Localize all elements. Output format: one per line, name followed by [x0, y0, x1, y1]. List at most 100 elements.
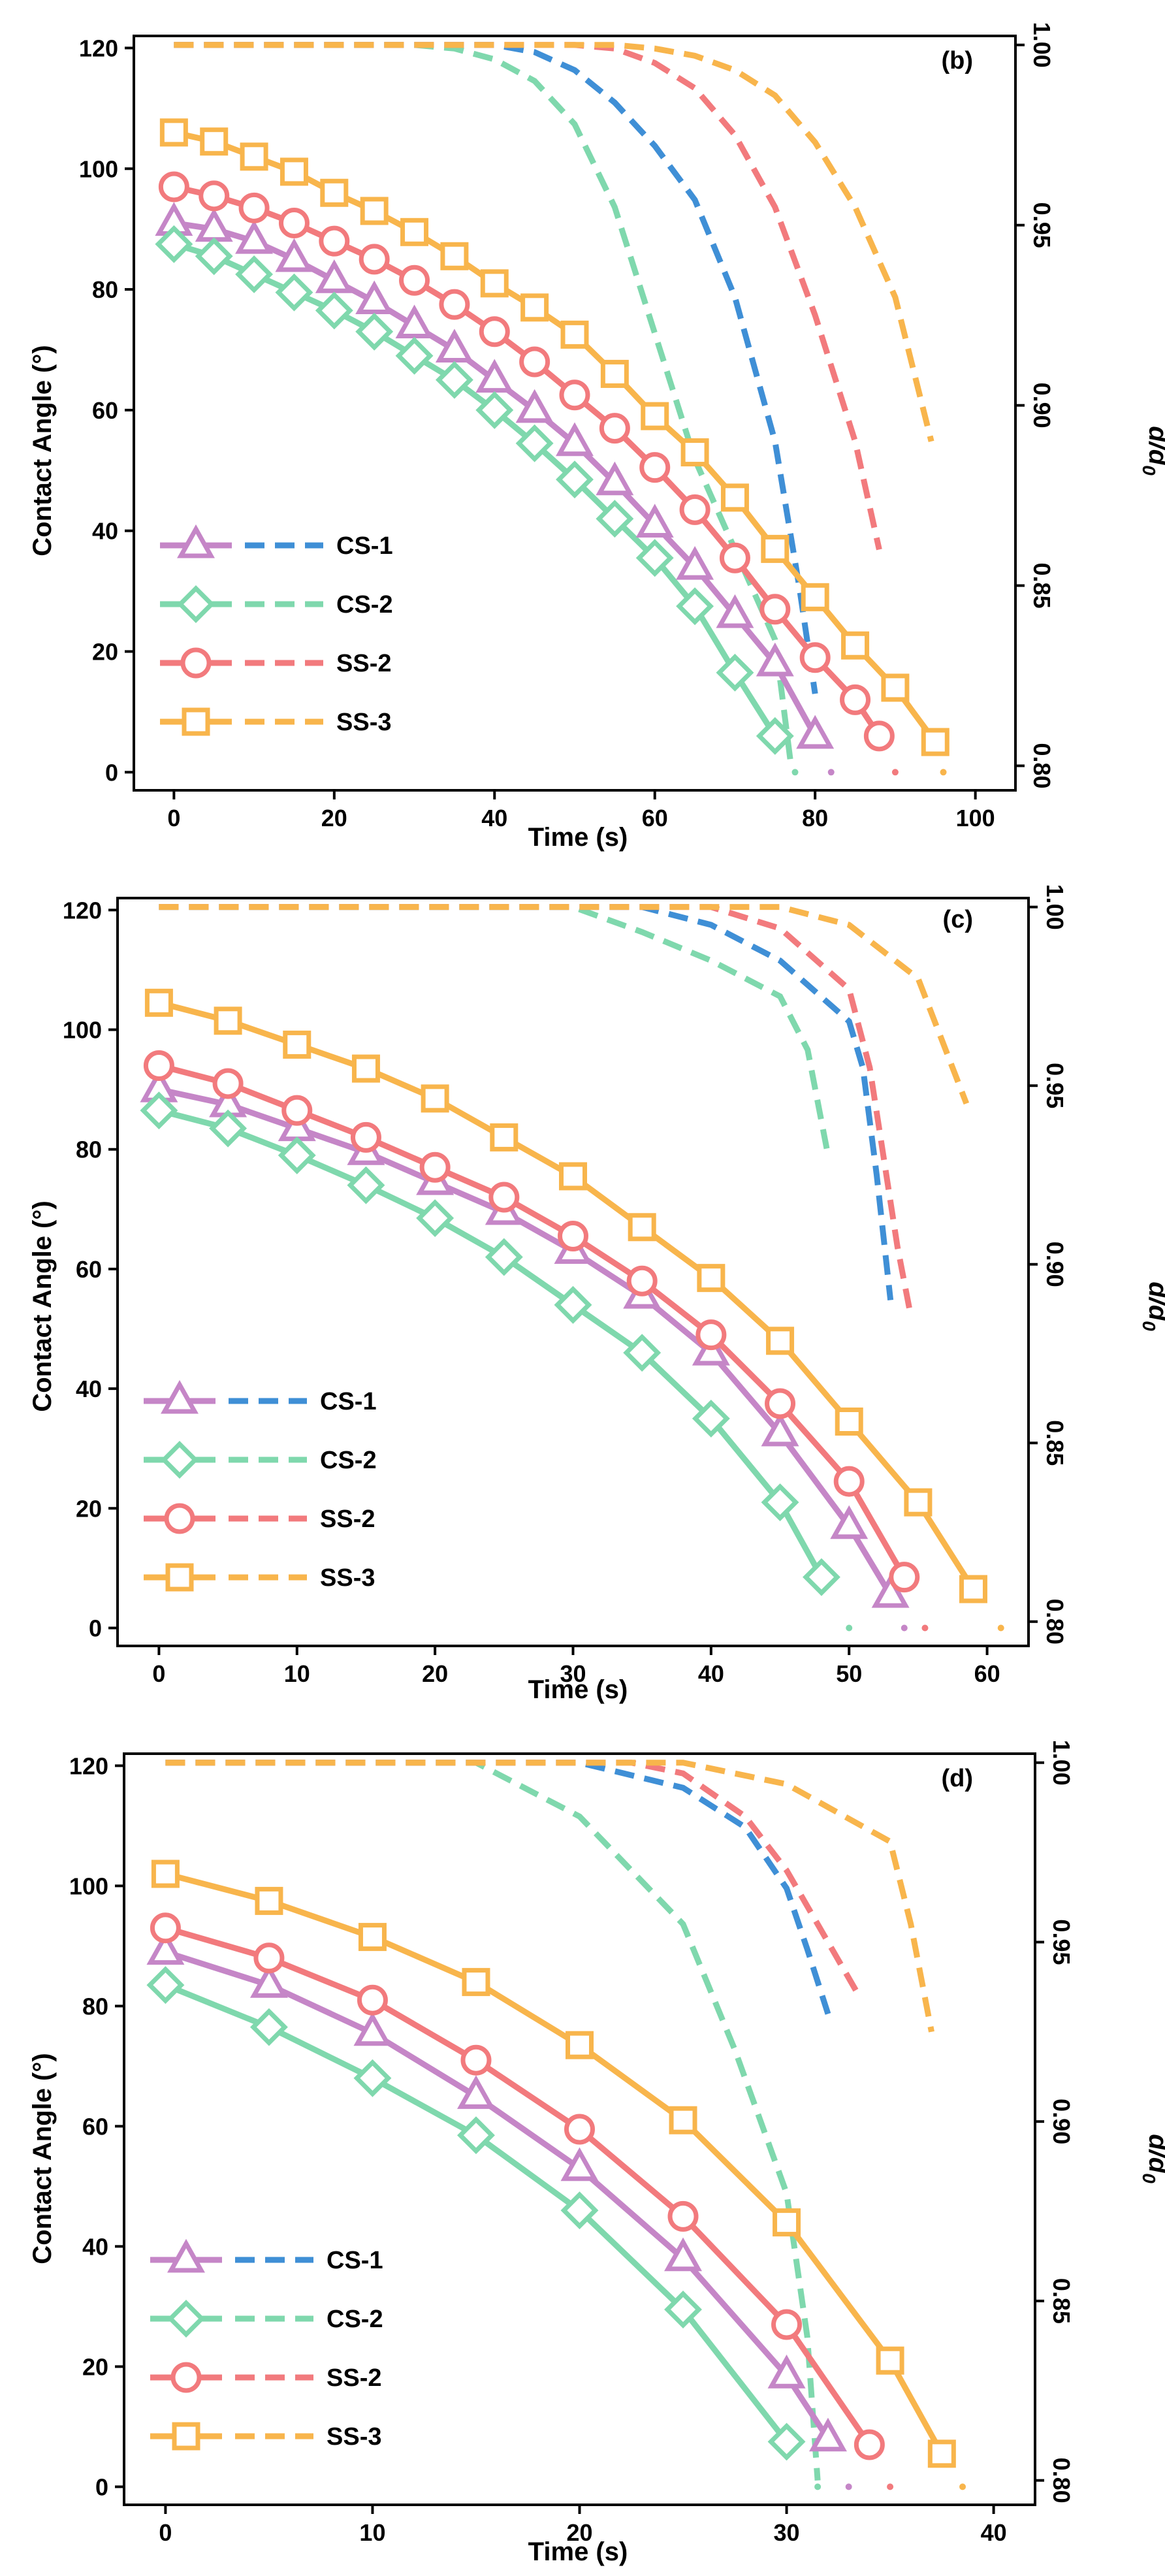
data-point-ss-3: [921, 728, 950, 756]
data-point-cs-1: [395, 304, 434, 339]
data-point-ss-2: [833, 1466, 865, 1497]
data-point-ss-2: [519, 346, 551, 378]
dashed-line-ss-3: [165, 1760, 934, 2033]
data-point-ss-3: [440, 242, 469, 270]
data-point-cs-1: [146, 1931, 185, 1965]
data-point-cs-2: [556, 460, 594, 499]
legend-label: CS-1: [320, 1388, 377, 1415]
data-point-cs-2: [554, 1285, 592, 1324]
series-line-cs-1: [158, 1086, 893, 1597]
y-tick-label: 60: [92, 397, 118, 424]
legend-marker: [182, 707, 210, 736]
data-point-cs-2: [767, 2423, 806, 2461]
x-tick-label: 50: [836, 1660, 862, 1687]
x-tick-label: 20: [566, 2519, 592, 2546]
data-point-ss-2: [765, 1388, 796, 1419]
plot-area: 0 10 20 30 40 0 20 40 60 80 100 120 0.80 0.85 0.90 0.95…: [69, 1740, 1075, 2546]
data-point-ss-3: [904, 1488, 933, 1517]
legend-marker: [167, 2300, 205, 2338]
data-point-cs-1: [475, 359, 514, 393]
tail-point-ss-2: [921, 1624, 929, 1632]
x-axis-title: Time (s): [528, 1675, 628, 1704]
legend-item-cs-2: CS-2: [160, 585, 393, 623]
y-tick-label: 0: [89, 1615, 102, 1642]
x-tick-label: 60: [974, 1660, 1000, 1687]
data-point-ss-2: [558, 1221, 588, 1252]
dashed-line-cs-2: [165, 1760, 821, 2481]
data-point-ss-2: [281, 1095, 313, 1126]
data-point-ss-2: [212, 1068, 244, 1099]
y-tick-label: 120: [79, 35, 118, 61]
tail-point-cs-2: [791, 769, 799, 776]
tail-point-ss-3: [940, 769, 947, 776]
data-point-ss-3: [240, 142, 268, 171]
y-axis-title: Contact Angle (°): [28, 1200, 57, 1411]
data-point-ss-2: [695, 1319, 727, 1351]
data-point-cs-2: [278, 1136, 316, 1174]
x-tick-label: 10: [284, 1660, 310, 1687]
data-point-cs-1: [596, 461, 634, 496]
data-point-cs-1: [457, 2075, 495, 2109]
data-point-cs-1: [871, 1573, 910, 1608]
data-point-ss-2: [253, 1942, 285, 1974]
series-line-ss-2: [165, 1925, 872, 2447]
y2-tick-label: 1.00: [1029, 22, 1055, 68]
y-tick-label: 0: [105, 759, 118, 786]
data-point-ss-3: [144, 988, 173, 1017]
data-point-ss-3: [801, 583, 829, 611]
panel-label: (b): [941, 47, 973, 74]
y2-tick-label: 0.85: [1048, 2278, 1075, 2324]
plot-area: 0 10 20 30 40 50 60 0 20 40 60 80 100 120 0.80 0.85 0.90…: [63, 884, 1068, 1687]
y2-tick-label: 0.90: [1029, 383, 1055, 428]
data-point-ss-2: [840, 684, 871, 715]
data-point-cs-2: [249, 2008, 288, 2046]
series-line-cs-2: [173, 241, 778, 738]
data-point-ss-3: [200, 127, 229, 156]
y-tick-label: 0: [95, 2473, 108, 2500]
data-point-ss-3: [628, 1213, 656, 1242]
x-tick-label: 10: [359, 2519, 385, 2546]
data-point-cs-2: [623, 1334, 662, 1372]
data-point-ss-2: [359, 244, 390, 275]
data-point-ss-2: [889, 1562, 920, 1593]
data-point-cs-2: [457, 2116, 495, 2155]
data-point-cs-1: [676, 545, 714, 580]
chart-panel-b: (b) Time (s) Contact Angle (°) d/d0 0 20 4…: [28, 22, 1165, 852]
data-point-ss-2: [759, 594, 791, 625]
data-point-cs-1: [560, 2147, 599, 2182]
plot-frame: [133, 35, 1017, 792]
data-point-ss-3: [680, 438, 709, 467]
legend-label: CS-1: [327, 2247, 383, 2274]
x-tick-label: 40: [481, 805, 507, 831]
data-point-ss-3: [600, 359, 629, 388]
legend-item-cs-1: CS-1: [144, 1379, 377, 1415]
data-point-ss-3: [720, 483, 749, 512]
data-point-cs-2: [676, 587, 714, 626]
data-point-cs-2: [435, 361, 473, 399]
chart-panel-d: (d) Time (s) Contact Angle (°) d/d0 0 10 2…: [28, 1740, 1165, 2566]
data-point-ss-2: [460, 2044, 492, 2076]
data-point-ss-2: [319, 225, 350, 257]
y-tick-label: 20: [82, 2353, 108, 2380]
data-point-ss-2: [559, 379, 590, 411]
dashed-line-ss-3: [174, 42, 934, 442]
data-point-cs-2: [560, 2191, 599, 2230]
data-point-ss-2: [399, 265, 430, 296]
data-point-ss-3: [697, 1264, 726, 1293]
dashed-line-cs-2: [174, 42, 794, 767]
data-point-ss-3: [480, 269, 509, 298]
data-point-ss-2: [599, 413, 630, 444]
data-point-ss-2: [357, 1984, 388, 2016]
data-point-ss-2: [564, 2114, 595, 2145]
y-tick-label: 100: [69, 1873, 108, 1899]
data-point-ss-3: [358, 1923, 387, 1952]
legend-label: CS-2: [320, 1447, 377, 1474]
data-point-cs-1: [716, 594, 754, 628]
y2-tick-label: 0.95: [1042, 1063, 1068, 1108]
tail-point-ss-3: [959, 2483, 966, 2490]
legend-marker: [167, 2238, 205, 2273]
data-point-cs-1: [355, 280, 394, 315]
legend-item-ss-3: SS-3: [150, 2422, 381, 2451]
y2-tick-label: 0.80: [1048, 2458, 1075, 2504]
